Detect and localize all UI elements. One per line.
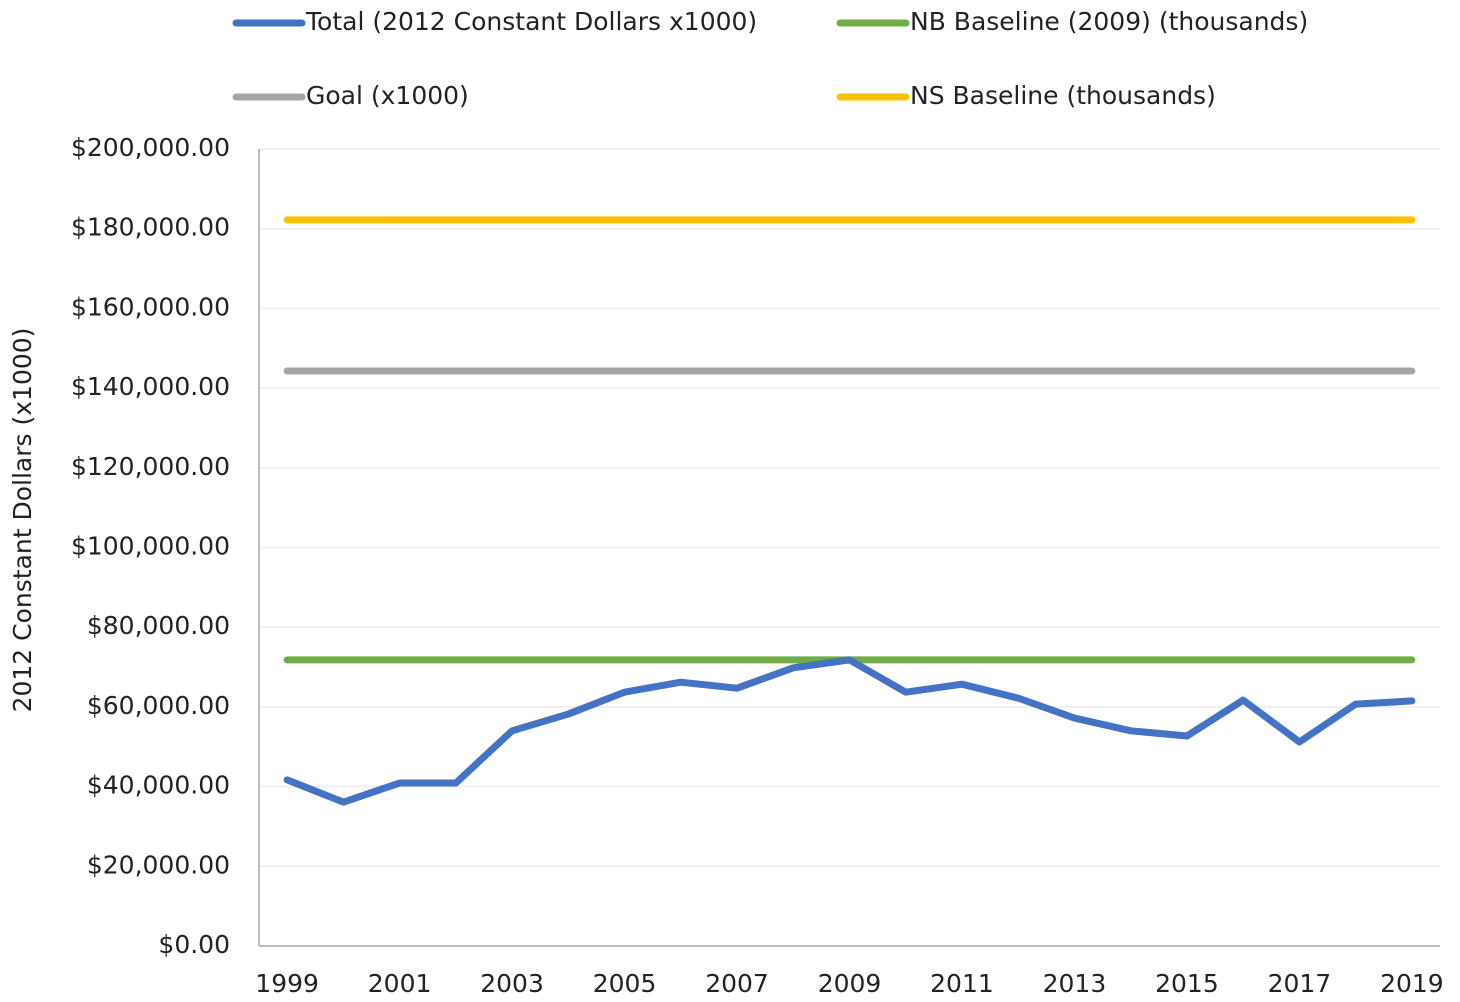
x-tick-label: 2005	[593, 969, 657, 998]
y-tick-label: $180,000.00	[71, 213, 230, 242]
y-axis-label: 2012 Constant Dollars (x1000)	[8, 328, 37, 713]
legend-label: Total (2012 Constant Dollars x1000)	[305, 7, 757, 36]
y-tick-label: $60,000.00	[87, 691, 230, 720]
legend-label: NS Baseline (thousands)	[910, 81, 1216, 110]
legend-label: NB Baseline (2009) (thousands)	[910, 7, 1308, 36]
legend-label: Goal (x1000)	[306, 81, 469, 110]
y-tick-label: $0.00	[158, 930, 230, 959]
y-tick-label: $100,000.00	[71, 532, 230, 561]
x-tick-label: 1999	[255, 969, 319, 998]
x-tick-label: 2009	[818, 969, 882, 998]
y-tick-label: $140,000.00	[71, 372, 230, 401]
x-tick-label: 2017	[1268, 969, 1332, 998]
x-tick-label: 2019	[1380, 969, 1444, 998]
y-tick-label: $20,000.00	[87, 850, 230, 879]
y-tick-label: $160,000.00	[71, 292, 230, 321]
x-tick-label: 2001	[368, 969, 432, 998]
line-series	[283, 656, 1416, 806]
x-tick-label: 2007	[705, 969, 769, 998]
x-tick-label: 2003	[480, 969, 544, 998]
y-tick-label: $200,000.00	[71, 133, 230, 162]
x-tick-label: 2013	[1043, 969, 1107, 998]
x-tick-label: 2015	[1155, 969, 1219, 998]
y-tick-label: $40,000.00	[87, 771, 230, 800]
y-tick-label: $80,000.00	[87, 611, 230, 640]
x-tick-label: 2011	[930, 969, 994, 998]
y-tick-label: $120,000.00	[71, 452, 230, 481]
